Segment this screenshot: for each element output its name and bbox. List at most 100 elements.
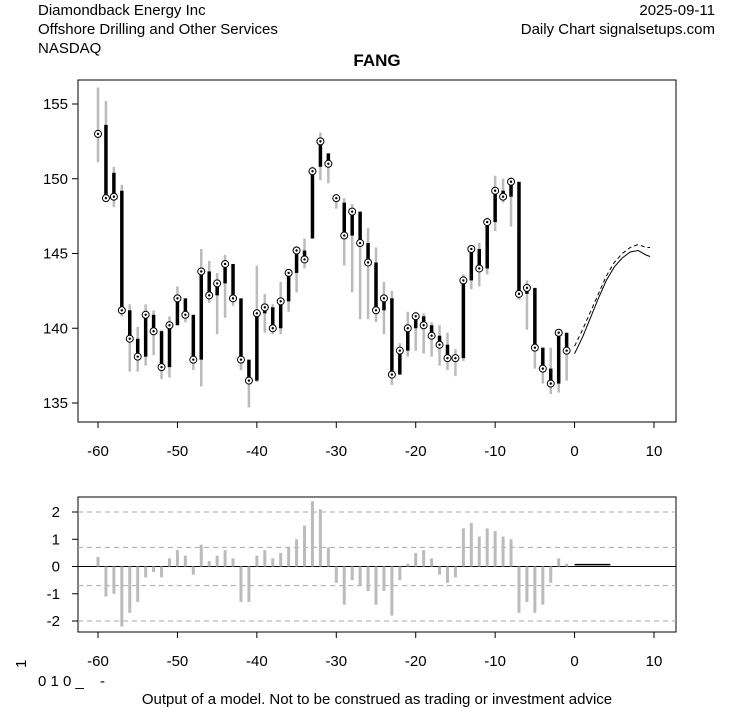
y-tick-label: 2 [52, 504, 60, 521]
close-marker-dot [319, 140, 322, 143]
close-marker-dot [303, 258, 306, 261]
x-tick-label: -60 [87, 443, 109, 460]
x-tick-label: -10 [484, 653, 506, 670]
close-marker-dot [486, 220, 489, 224]
corner-mark-rotated: 1 [13, 660, 30, 668]
chart-source: Daily Chart signalsetups.com [520, 21, 715, 38]
y-tick-label: 0 [52, 559, 60, 576]
close-marker-dot [565, 349, 568, 352]
close-marker-dot [208, 294, 211, 297]
disclaimer: Output of a model. Not to be construed a… [142, 691, 612, 708]
price-panel-frame [77, 79, 677, 423]
close-marker-dot [358, 241, 362, 245]
close-marker-dot [160, 365, 163, 369]
close-marker-dot [509, 180, 513, 183]
close-marker-dot [390, 373, 394, 376]
close-marker-dot [517, 292, 521, 296]
close-marker-dot [120, 309, 124, 312]
close-marker-dot [525, 286, 529, 290]
close-marker-dot [493, 189, 497, 192]
forecast-solid-line [574, 249, 651, 354]
close-marker-dot [374, 309, 378, 312]
close-marker-dot [549, 382, 552, 385]
close-marker-dot [470, 247, 473, 251]
close-marker-dot [446, 356, 449, 360]
close-marker-dot [192, 358, 195, 361]
close-marker-dot [398, 349, 402, 352]
y-tick-label: 155 [43, 96, 68, 113]
close-marker-dot [541, 367, 545, 370]
close-marker-dot [112, 195, 116, 198]
close-marker-dot [350, 210, 354, 213]
x-tick-label: 10 [646, 443, 663, 460]
y-tick-label: 150 [43, 171, 68, 188]
close-marker-dot [295, 249, 298, 252]
close-marker-dot [557, 331, 560, 334]
close-marker-dot [144, 313, 147, 316]
close-marker-dot [223, 262, 227, 266]
x-tick-label: 0 [570, 653, 578, 670]
x-tick-label: -30 [325, 443, 347, 460]
x-tick-label: -10 [484, 443, 506, 460]
close-marker-dot [366, 261, 370, 264]
close-marker-dot [343, 234, 346, 237]
x-tick-label: 10 [646, 653, 663, 670]
close-marker-dot [454, 356, 457, 360]
corner-dash: - [100, 673, 105, 690]
x-tick-label: 0 [570, 443, 578, 460]
chart-date: 2025-09-11 [639, 2, 715, 19]
close-marker-dot [287, 271, 290, 275]
close-marker-dot [422, 324, 425, 327]
corner-marks: 0 1 0 _ [38, 673, 85, 690]
close-marker-dot [462, 279, 465, 282]
close-marker-dot [255, 312, 259, 315]
y-tick-label: 140 [43, 320, 68, 337]
x-tick-label: -50 [167, 443, 189, 460]
close-marker-dot [335, 196, 338, 200]
close-marker-dot [104, 196, 108, 200]
y-tick-label: -1 [47, 586, 60, 603]
close-marker-dot [382, 297, 386, 300]
forecast-dashed-line [574, 243, 651, 347]
close-marker-dot [501, 195, 505, 198]
close-marker-dot [271, 327, 274, 330]
close-marker-dot [239, 358, 243, 361]
x-tick-label: -20 [405, 653, 427, 670]
close-marker-dot [200, 270, 203, 273]
oscillator-panel-frame [77, 496, 677, 633]
close-marker-dot [406, 327, 409, 330]
close-marker-dot [327, 162, 330, 165]
x-tick-label: -20 [405, 443, 427, 460]
close-marker-dot [215, 282, 219, 285]
close-marker-dot [152, 330, 155, 333]
close-marker-dot [136, 355, 139, 358]
close-marker-dot [414, 315, 417, 318]
close-marker-dot [96, 132, 100, 136]
chart-title: FANG [353, 51, 400, 70]
close-marker-dot [478, 267, 481, 270]
x-tick-label: -40 [246, 653, 268, 670]
y-tick-label: -2 [47, 613, 60, 630]
close-marker-dot [438, 343, 441, 346]
exchange: NASDAQ [38, 40, 102, 57]
x-tick-label: -30 [325, 653, 347, 670]
y-tick-label: 145 [43, 246, 68, 263]
close-marker-dot [279, 300, 282, 303]
close-marker-dot [311, 170, 314, 173]
x-tick-label: -40 [246, 443, 268, 460]
close-marker-dot [176, 297, 179, 300]
company-name: Diamondback Energy Inc [38, 2, 206, 19]
y-tick-label: 135 [43, 395, 68, 412]
y-tick-label: 1 [52, 531, 60, 548]
close-marker-dot [168, 324, 171, 327]
close-marker-dot [533, 346, 537, 349]
x-tick-label: -50 [167, 653, 189, 670]
industry: Offshore Drilling and Other Services [38, 21, 278, 38]
close-marker-dot [263, 306, 267, 309]
x-tick-label: -60 [87, 653, 109, 670]
close-marker-dot [231, 297, 235, 300]
close-marker-dot [430, 334, 433, 337]
close-marker-dot [247, 379, 251, 382]
close-marker-dot [128, 337, 131, 340]
